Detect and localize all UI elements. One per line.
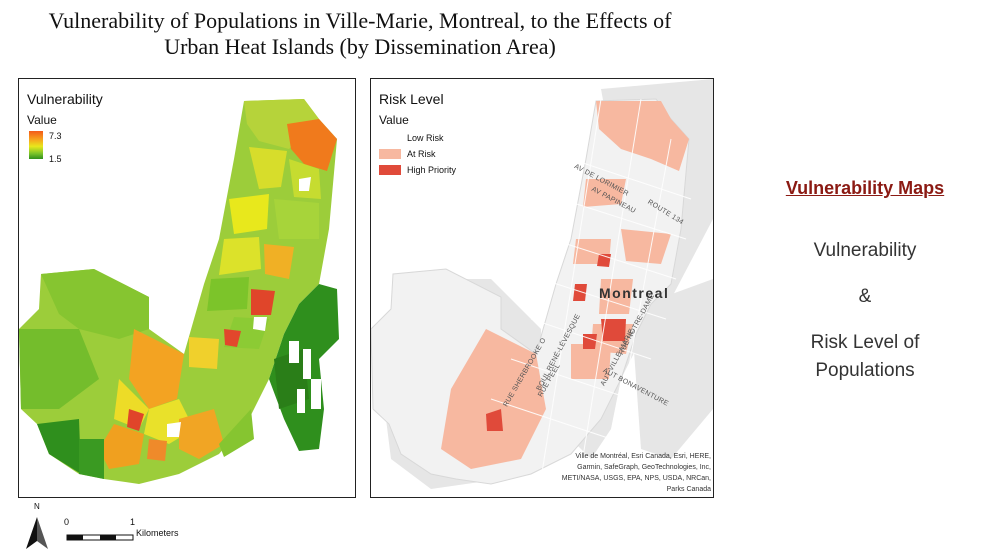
scale-bar-graphic: [66, 534, 134, 541]
vulnerability-map-canvas: [19, 99, 339, 484]
street-lines: [490, 98, 692, 480]
vulnerability-map[interactable]: Vulnerability Value 7.3 1.5: [18, 78, 356, 498]
risk-level-map-canvas: [371, 79, 713, 489]
vulnerability-legend-value-label: Value: [27, 113, 57, 127]
risk-legend-swatch: [379, 133, 401, 143]
vulnerability-max-label: 7.3: [49, 131, 62, 141]
risk-legend-label: High Priority: [407, 165, 457, 175]
risk-legend-value-label: Value: [379, 113, 409, 127]
north-arrow-icon: [26, 517, 48, 549]
scale-unit-label: Kilometers: [136, 528, 179, 538]
vulnerability-maps-heading: Vulnerability Maps: [785, 178, 945, 198]
risk-legend-label: At Risk: [407, 149, 436, 159]
vulnerability-legend-title: Vulnerability: [27, 91, 103, 107]
scale-zero-label: 0: [64, 517, 70, 527]
right-panel-line-3: Risk Level of: [810, 332, 920, 353]
risk-legend-label: Low Risk: [407, 133, 444, 143]
map-attribution: Ville de Montréal, Esri Canada, Esri, HE…: [561, 453, 711, 493]
risk-legend-swatch: [379, 165, 401, 175]
scale-one-label: 1: [130, 517, 136, 527]
right-panel-line-1: Vulnerability: [813, 240, 917, 261]
map-title: Vulnerability of Populations in Ville-Ma…: [0, 8, 720, 60]
vulnerability-color-ramp: [29, 131, 43, 159]
vulnerability-min-label: 1.5: [49, 154, 62, 164]
ville-marie-risk-areas: [371, 98, 690, 485]
risk-legend-swatch: [379, 149, 401, 159]
risk-level-map[interactable]: Risk Level Value Low Risk At Risk High Pri…: [370, 78, 714, 498]
north-arrow-and-scale-bar: [26, 517, 134, 549]
title-line-2: Urban Heat Islands (by Dissemination Are…: [164, 34, 556, 59]
ville-marie-districts-vulnerability: [19, 99, 339, 484]
north-label: N: [34, 502, 40, 511]
right-panel-line-2: &: [858, 286, 872, 307]
title-line-1: Vulnerability of Populations in Ville-Ma…: [48, 8, 672, 33]
city-label-montreal: Montreal: [599, 285, 670, 301]
right-panel-line-4: Populations: [815, 360, 915, 381]
risk-legend-title: Risk Level: [379, 91, 444, 107]
